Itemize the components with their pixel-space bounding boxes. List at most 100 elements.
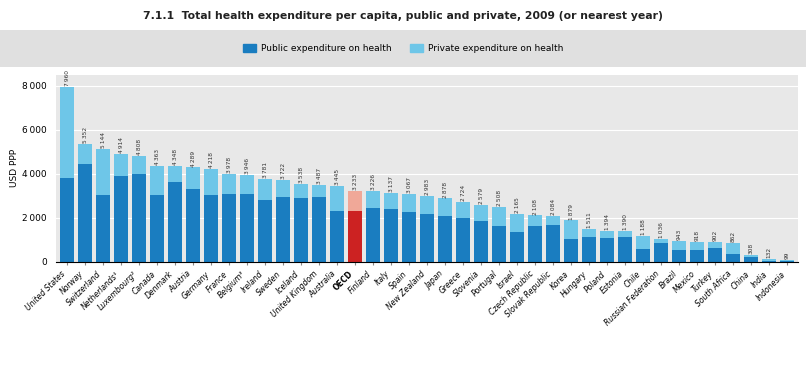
Text: 99: 99 [785,251,790,259]
Text: 1 394: 1 394 [604,214,609,230]
Text: 2 878: 2 878 [442,181,447,197]
Bar [384,193,398,209]
Text: 4 348: 4 348 [172,149,177,165]
Bar [564,220,578,239]
Bar [168,182,182,262]
Bar [546,216,560,225]
Bar [583,237,596,262]
Bar [402,194,416,212]
Bar [672,241,686,250]
Bar [583,229,596,237]
Bar [510,214,524,232]
Bar [475,205,488,221]
Text: 7.1.1  Total health expenditure per capita, public and private, 2009 (or nearest: 7.1.1 Total health expenditure per capit… [143,11,663,21]
Text: 2 108: 2 108 [533,199,538,215]
Bar [672,250,686,262]
Bar [762,259,776,261]
Text: 2 724: 2 724 [461,185,466,201]
Bar [313,197,326,262]
Bar [637,236,650,249]
Bar [294,184,308,198]
Bar [60,87,74,178]
Bar [313,185,326,197]
Bar [151,166,164,195]
Bar [259,179,272,200]
Text: 3 538: 3 538 [299,167,304,183]
Text: 943: 943 [677,229,682,240]
Bar [708,248,722,262]
Bar [132,174,146,262]
Text: 1 511: 1 511 [587,212,592,228]
Text: 3 781: 3 781 [263,162,268,178]
Text: 3 067: 3 067 [407,177,412,193]
Text: 918: 918 [695,230,700,241]
Bar [745,255,758,257]
Text: 1 036: 1 036 [659,222,663,238]
Bar [618,237,632,262]
Bar [510,232,524,262]
Text: 2 165: 2 165 [515,197,520,213]
Text: 4 808: 4 808 [137,139,142,155]
Text: 3 487: 3 487 [317,168,322,184]
Bar [708,242,722,248]
Text: 7 960: 7 960 [64,70,69,86]
Bar [240,175,254,194]
Text: 3 445: 3 445 [334,169,339,185]
Text: 902: 902 [713,230,717,241]
Bar [456,202,470,218]
Bar [726,243,740,254]
Text: 4 289: 4 289 [191,150,196,166]
Bar [745,257,758,262]
Bar [97,148,110,195]
Bar [600,231,614,238]
Bar [402,212,416,262]
Bar [276,180,290,197]
Bar [348,211,362,262]
Text: 4 363: 4 363 [155,149,160,165]
Text: 308: 308 [749,243,754,254]
Bar [529,226,542,262]
Bar [438,216,452,262]
Bar [456,218,470,262]
Bar [654,243,668,262]
Bar [132,156,146,174]
Y-axis label: USD PPP: USD PPP [10,149,19,187]
Bar [367,191,380,208]
Text: 3 722: 3 722 [280,163,285,179]
Bar [780,260,794,261]
Bar [151,195,164,262]
Text: 1 390: 1 390 [623,214,628,230]
Bar [367,208,380,262]
Bar [421,214,434,262]
Bar [240,194,254,262]
Bar [186,168,200,189]
Bar [726,254,740,262]
Bar [492,226,506,262]
Text: 2 579: 2 579 [479,188,484,204]
Bar [600,238,614,262]
Text: 2 983: 2 983 [425,179,430,195]
Bar [168,166,182,182]
Bar [114,176,128,262]
Text: 3 226: 3 226 [371,174,376,190]
Bar [114,154,128,176]
Bar [421,196,434,214]
Bar [654,239,668,243]
Bar [637,249,650,262]
Bar [529,215,542,226]
Text: 4 218: 4 218 [209,152,214,168]
Text: 3 137: 3 137 [388,176,393,192]
Bar [222,174,236,194]
Bar [259,200,272,262]
Bar [618,231,632,237]
Text: 4 914: 4 914 [118,137,123,153]
Bar [186,189,200,262]
Bar [205,169,218,194]
Bar [762,261,776,262]
Text: 5 144: 5 144 [101,132,106,148]
Bar [60,178,74,262]
Bar [438,199,452,216]
Bar [564,239,578,262]
Text: 862: 862 [731,231,736,242]
Bar [222,194,236,262]
